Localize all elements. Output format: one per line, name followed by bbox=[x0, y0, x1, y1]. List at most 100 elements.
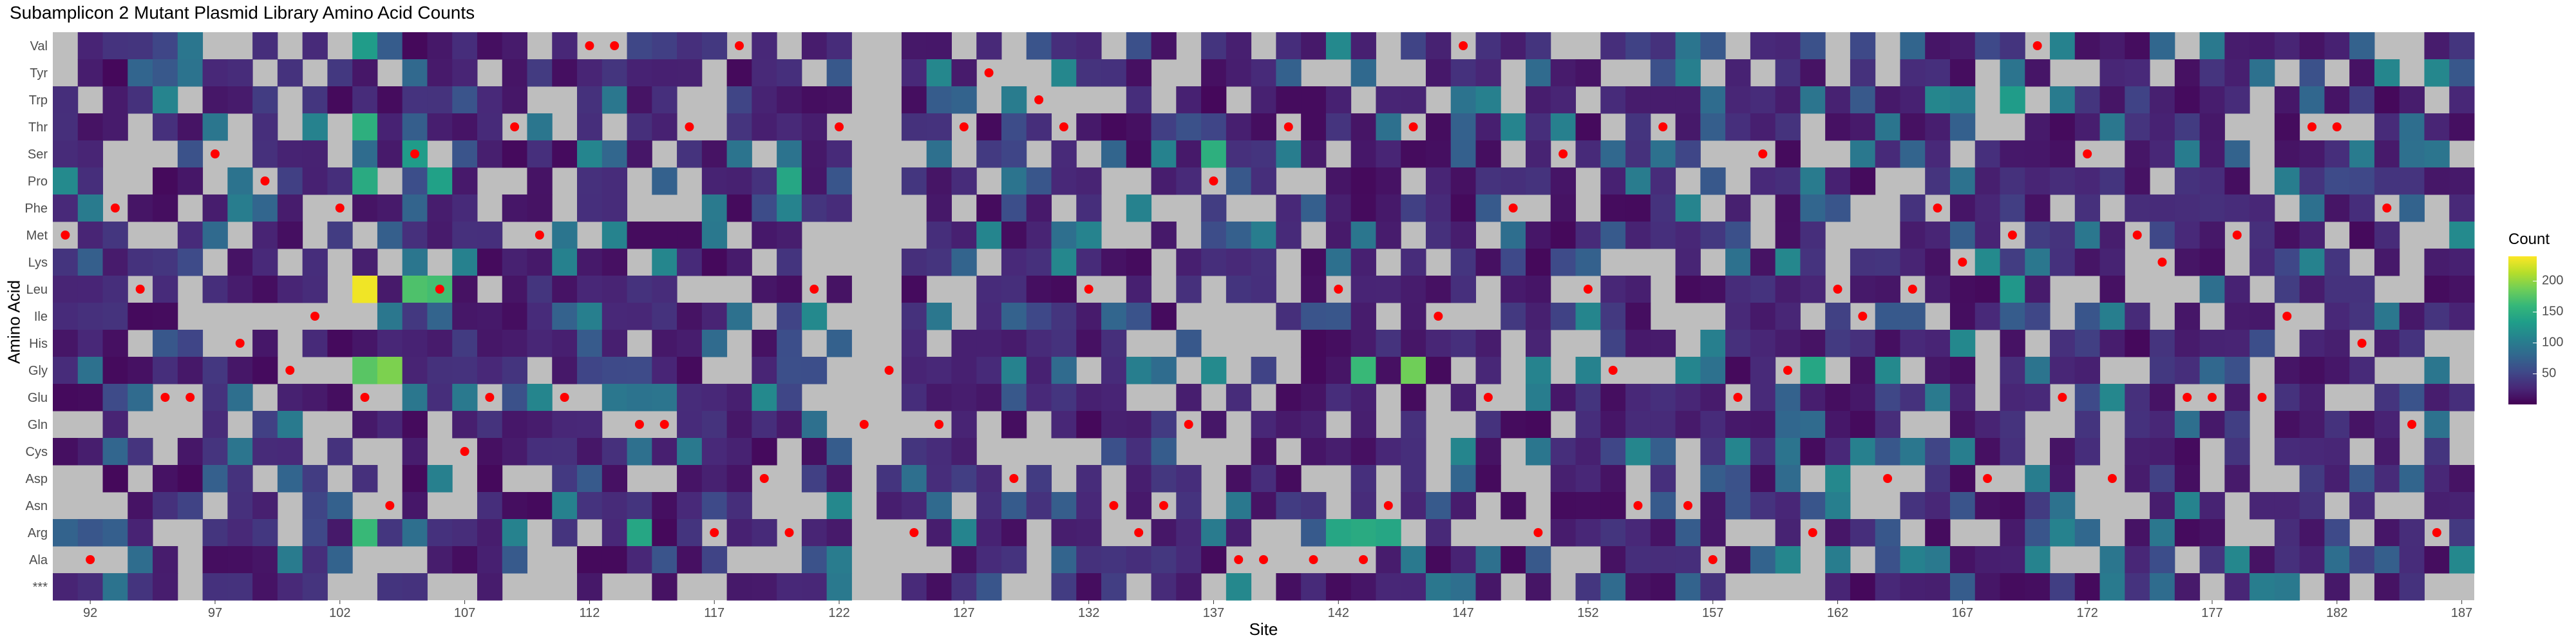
heatmap-cell bbox=[1775, 411, 1801, 439]
heatmap-cell bbox=[1450, 167, 1476, 195]
heatmap-cell bbox=[777, 167, 802, 195]
heatmap-cell bbox=[252, 86, 278, 114]
heatmap-cell bbox=[1925, 465, 1951, 493]
heatmap-cell bbox=[577, 546, 603, 574]
heatmap-cell bbox=[577, 357, 603, 384]
heatmap-cell bbox=[552, 140, 578, 168]
heatmap-cell bbox=[452, 222, 478, 249]
heatmap-cell bbox=[1301, 519, 1327, 547]
heatmap-cell bbox=[1226, 32, 1252, 60]
heatmap-cell bbox=[452, 113, 478, 141]
heatmap-cell bbox=[1325, 519, 1352, 547]
wildtype-dot bbox=[210, 149, 220, 158]
heatmap-cell bbox=[1825, 465, 1851, 493]
heatmap-cell bbox=[1675, 32, 1701, 60]
heatmap-cell bbox=[601, 357, 628, 384]
heatmap-cell bbox=[826, 32, 852, 60]
heatmap-cell bbox=[227, 249, 253, 276]
heatmap-cell bbox=[1526, 32, 1551, 60]
heatmap-cell bbox=[1949, 573, 1976, 601]
heatmap-cell bbox=[1401, 86, 1426, 114]
heatmap-cell bbox=[1026, 249, 1052, 276]
heatmap-cell bbox=[1750, 113, 1776, 141]
heatmap-cell bbox=[1350, 465, 1376, 493]
heatmap-cell bbox=[1301, 573, 1327, 601]
heatmap-cell bbox=[2000, 167, 2025, 195]
heatmap-cell bbox=[926, 465, 952, 493]
heatmap-cell bbox=[976, 32, 1002, 60]
heatmap-cell bbox=[726, 384, 752, 412]
heatmap-cell bbox=[2125, 194, 2150, 222]
heatmap-cell bbox=[1001, 303, 1027, 330]
heatmap-cell bbox=[2000, 519, 2025, 547]
wildtype-dot bbox=[1134, 528, 1144, 537]
heatmap-cell bbox=[2324, 465, 2350, 493]
heatmap-cell bbox=[2050, 573, 2076, 601]
heatmap-cell bbox=[2424, 411, 2450, 439]
heatmap-cell bbox=[1251, 276, 1276, 303]
wildtype-dot bbox=[1633, 501, 1643, 510]
heatmap-cell bbox=[1325, 167, 1352, 195]
heatmap-cell bbox=[2000, 32, 2025, 60]
heatmap-cell bbox=[77, 573, 104, 601]
heatmap-cell bbox=[1775, 492, 1801, 520]
heatmap-cell bbox=[1600, 194, 1626, 222]
heatmap-cell bbox=[2025, 357, 2050, 384]
heatmap-cell bbox=[477, 573, 503, 601]
heatmap-cell bbox=[427, 384, 453, 412]
heatmap-cell bbox=[2199, 411, 2225, 439]
heatmap-cell bbox=[552, 357, 578, 384]
heatmap-cell bbox=[277, 222, 303, 249]
wildtype-dot bbox=[2107, 474, 2117, 483]
heatmap-cell bbox=[1550, 113, 1577, 141]
wildtype-dot bbox=[2332, 122, 2342, 131]
heatmap-cell bbox=[926, 303, 952, 330]
heatmap-cell bbox=[951, 59, 977, 87]
heatmap-cell bbox=[402, 573, 428, 601]
heatmap-cell bbox=[1675, 573, 1701, 601]
heatmap-cell bbox=[302, 492, 328, 520]
heatmap-cell bbox=[1126, 32, 1152, 60]
heatmap-cell bbox=[677, 438, 703, 466]
heatmap-cell bbox=[1051, 384, 1077, 412]
heatmap-cell bbox=[502, 411, 527, 439]
heatmap-cell bbox=[1425, 357, 1452, 384]
heatmap-cell bbox=[1201, 113, 1227, 141]
wildtype-dot bbox=[685, 122, 694, 131]
y-tick-label: Lys bbox=[28, 256, 48, 270]
heatmap-cell bbox=[402, 194, 428, 222]
heatmap-cell bbox=[1501, 249, 1526, 276]
heatmap-cell bbox=[1101, 546, 1127, 574]
wildtype-dot bbox=[1359, 555, 1368, 564]
heatmap-cell bbox=[1675, 519, 1701, 547]
heatmap-cell bbox=[1526, 546, 1551, 574]
heatmap-cell bbox=[1800, 194, 1826, 222]
heatmap-cell bbox=[826, 465, 852, 493]
heatmap-cell bbox=[2374, 384, 2400, 412]
heatmap-cell bbox=[1376, 357, 1401, 384]
heatmap-cell bbox=[2150, 194, 2175, 222]
heatmap-cell bbox=[1051, 492, 1077, 520]
heatmap-cell bbox=[577, 573, 603, 601]
heatmap-cell bbox=[2399, 140, 2425, 168]
heatmap-cell bbox=[177, 167, 204, 195]
heatmap-cell bbox=[2050, 519, 2076, 547]
heatmap-cell bbox=[1750, 438, 1776, 466]
wildtype-dot bbox=[1309, 555, 1318, 564]
x-tick-label: 127 bbox=[953, 606, 974, 620]
heatmap-cell bbox=[1350, 194, 1376, 222]
heatmap-cell bbox=[701, 194, 728, 222]
wildtype-dot bbox=[485, 393, 495, 402]
heatmap-cell bbox=[701, 167, 728, 195]
heatmap-cell bbox=[552, 519, 578, 547]
heatmap-cell bbox=[1875, 140, 1900, 168]
heatmap-cell bbox=[477, 411, 503, 439]
heatmap-cell bbox=[1026, 465, 1052, 493]
heatmap-cell bbox=[53, 113, 79, 141]
heatmap-cell bbox=[2199, 167, 2225, 195]
heatmap-cell bbox=[1725, 303, 1751, 330]
heatmap-cell bbox=[1975, 573, 2000, 601]
heatmap-cell bbox=[677, 32, 703, 60]
heatmap-cell bbox=[2374, 86, 2400, 114]
heatmap-cell bbox=[1625, 276, 1651, 303]
